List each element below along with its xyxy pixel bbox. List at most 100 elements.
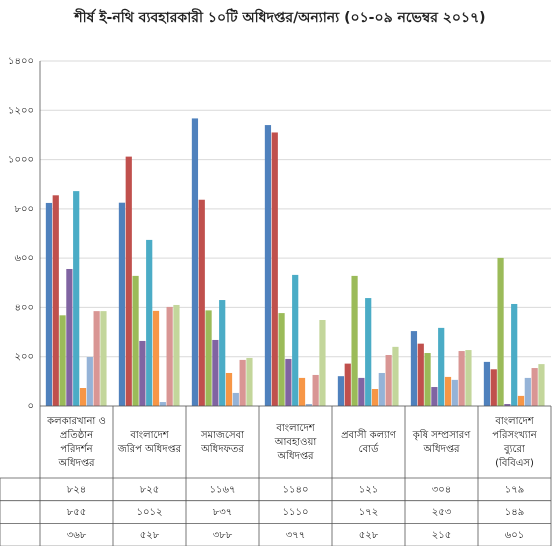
y-tick-label: ২০০ (14, 352, 34, 363)
category-label: প্রতিষ্ঠান (60, 428, 94, 441)
bar (417, 343, 424, 406)
bar (79, 388, 87, 406)
table-value: ১১১০ (283, 507, 309, 518)
bar (100, 311, 107, 406)
bar (278, 313, 285, 406)
bar (371, 388, 379, 406)
y-tick-label: ১২০০ (8, 105, 34, 116)
bar (351, 275, 358, 406)
category-label: সমাজসেবা (200, 430, 245, 441)
table-value: ৮৫৫ (67, 507, 86, 518)
bar (212, 339, 219, 406)
bar (198, 199, 205, 406)
bar (538, 364, 545, 406)
bar (504, 404, 511, 406)
bar (378, 372, 385, 406)
bar (264, 125, 272, 407)
bar (59, 315, 66, 406)
bar (490, 369, 497, 406)
y-tick-label: ১৪০০ (8, 56, 34, 67)
bar (239, 359, 246, 406)
y-tick-label: ৪০০ (15, 302, 35, 313)
bar (531, 368, 538, 406)
bar (93, 311, 100, 406)
bar (285, 358, 292, 406)
category-label: কলকারখানা ও (46, 416, 106, 427)
table-value: ১৭২ (359, 507, 379, 518)
category-label: বাংলাদেশ (129, 430, 169, 441)
bar (497, 257, 504, 406)
bar (232, 392, 239, 406)
bar (410, 331, 418, 406)
bar (319, 319, 326, 406)
bar (118, 202, 126, 406)
category-label: পরিসংখ্যান (492, 429, 537, 441)
y-tick-label: ০ (27, 401, 34, 412)
table-value: ৩৭৭ (286, 530, 306, 541)
bar (517, 395, 525, 406)
category-label: বাংলাদেশ (494, 416, 534, 427)
bar (298, 377, 306, 406)
bar (305, 404, 312, 406)
bar (205, 310, 212, 406)
category-label: প্রবাসী কল্যাণ (341, 428, 397, 441)
bar (458, 351, 465, 406)
bar (465, 350, 472, 406)
bar (132, 275, 139, 406)
category-label: অধিদপ্তর (422, 443, 460, 455)
bar (125, 156, 132, 406)
bar (385, 354, 392, 406)
table-value: ১২১ (359, 484, 378, 495)
bar (66, 268, 73, 406)
bar (358, 377, 365, 406)
category-label: জরিপ অধিদপ্তর (117, 443, 182, 455)
bar (152, 310, 160, 406)
table-value: ১৭৯ (505, 484, 524, 495)
table-value: ৮২৫ (140, 484, 159, 495)
bar (219, 300, 226, 406)
bar (166, 306, 173, 406)
table-value: ১১৪০ (283, 484, 309, 495)
table-value: ২৫৩ (432, 507, 452, 518)
category-label: আবহাওয়া (274, 437, 318, 448)
category-label: ব্যুরো (503, 444, 526, 455)
bar (225, 372, 233, 406)
bar (344, 363, 351, 406)
bar (312, 374, 319, 406)
bar (292, 274, 299, 406)
bar (86, 356, 93, 406)
bar (337, 376, 345, 406)
category-label: বোর্ড (359, 443, 380, 455)
category-label: অধিদফতর (200, 443, 244, 455)
table-value: ২১৫ (432, 530, 451, 541)
bar (45, 202, 53, 406)
bar (511, 303, 518, 406)
y-tick-label: ৮০০ (15, 204, 35, 215)
table-value: ৩৬৮ (67, 530, 87, 541)
y-tick-label: ৬০০ (14, 253, 34, 264)
category-label: (বিবিএস) (495, 457, 534, 469)
bar (246, 357, 253, 406)
y-tick-label: ১০০০ (8, 155, 34, 166)
bar (392, 346, 399, 406)
bar (444, 376, 452, 406)
table-value: ৮৩৭ (213, 507, 233, 518)
bar (271, 132, 278, 406)
category-label: কৃষি সম্প্রসারণ (412, 429, 471, 441)
bar (424, 353, 431, 406)
bar (146, 239, 153, 406)
table-value: ৩৮৮ (213, 530, 233, 541)
bar (159, 402, 166, 406)
category-label: অধিদপ্তর (57, 457, 95, 469)
table-value: ৮২৪ (67, 484, 86, 495)
category-label: বাংলাদেশ (275, 423, 315, 434)
category-label: পরিদর্শন (60, 443, 93, 455)
bar (139, 340, 146, 406)
bar (438, 327, 445, 406)
bar (73, 191, 80, 406)
table-value: ১৪৯ (505, 507, 524, 518)
table-value: ৬০১ (505, 530, 525, 541)
table-value: ৩০৪ (432, 484, 452, 495)
bar (483, 361, 491, 406)
